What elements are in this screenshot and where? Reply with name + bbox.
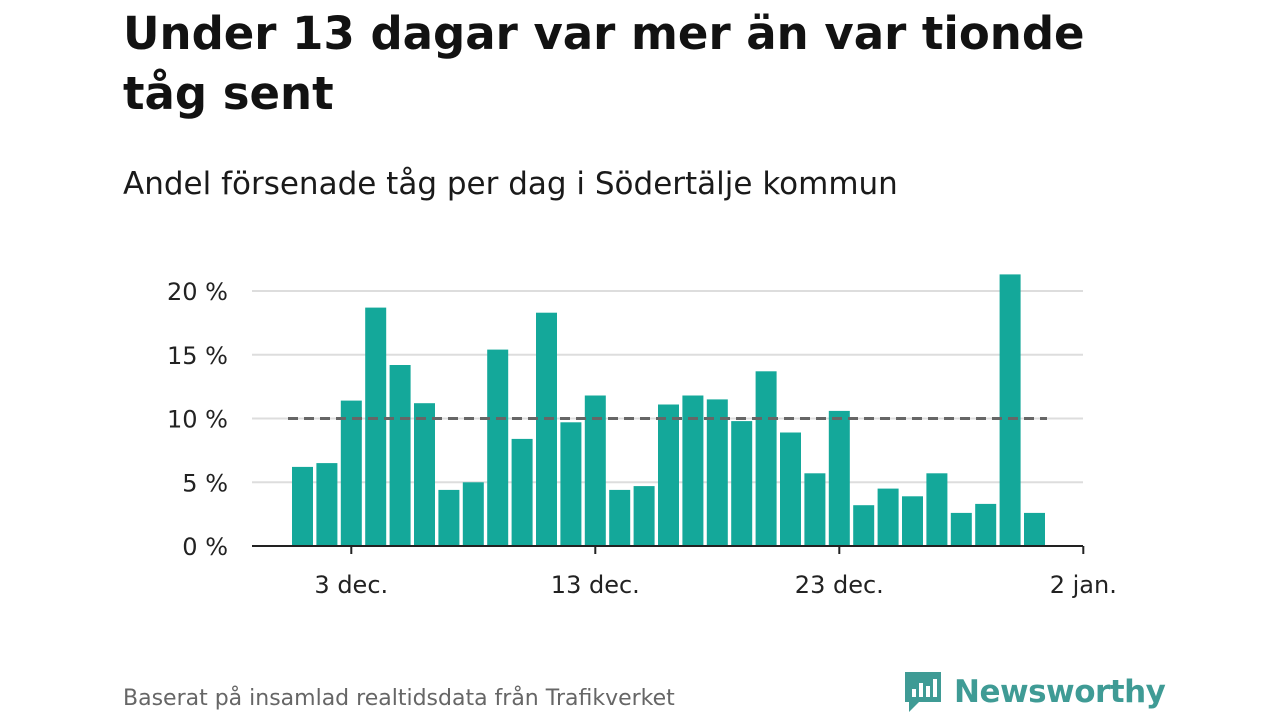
x-tick-label: 13 dec.: [551, 571, 640, 599]
bar: [780, 432, 801, 546]
chart-subtitle: Andel försenade tåg per dag i Södertälje…: [123, 166, 898, 202]
bar: [536, 312, 557, 546]
x-tick-label: 3 dec.: [314, 571, 388, 599]
bar: [609, 489, 631, 546]
bar: [731, 421, 753, 546]
y-tick-label: 20 %: [167, 278, 228, 306]
y-tick-label: 0 %: [182, 533, 228, 561]
chart-title: Under 13 dagar var mer än var tionde tåg…: [123, 7, 1085, 120]
bar: [902, 496, 923, 546]
y-tick-label: 15 %: [167, 342, 228, 370]
bar: [340, 400, 362, 546]
newsworthy-logo-icon: [905, 672, 941, 712]
x-tick-label: 2 jan.: [1050, 571, 1117, 599]
y-tick-label: 5 %: [182, 469, 228, 497]
bar: [950, 512, 972, 546]
bar: [633, 486, 655, 546]
bar: [511, 438, 533, 546]
brand-logo: Newsworthy: [902, 668, 1166, 716]
bar: [755, 371, 777, 546]
bar: [706, 399, 728, 546]
bar: [438, 489, 460, 546]
source-note: Baserat på insamlad realtidsdata från Tr…: [123, 686, 675, 711]
y-tick-label: 10 %: [167, 406, 228, 434]
bar: [414, 403, 435, 546]
bars: [292, 274, 1045, 547]
bar: [999, 274, 1021, 546]
bar: [487, 349, 509, 546]
bar: [462, 482, 484, 547]
bar: [316, 463, 338, 546]
bar: [975, 503, 997, 546]
bar: [560, 422, 582, 546]
bar: [926, 473, 948, 546]
bar: [853, 505, 875, 546]
bar: [389, 365, 411, 546]
bar: [1024, 512, 1045, 546]
bar: [877, 488, 899, 546]
bar: [365, 307, 387, 546]
bar: [804, 473, 826, 546]
brand-name: Newsworthy: [954, 674, 1166, 710]
bar: [682, 395, 704, 546]
bar: [828, 410, 850, 546]
bar-chart: 0 % 5 % 10 % 15 % 20 % 3 dec. 13 dec. 23 dec. 2 …: [167, 274, 1117, 599]
axes: 0 % 5 % 10 % 15 % 20 % 3 dec. 13 dec. 23 dec. 2 …: [167, 278, 1117, 599]
bar: [292, 466, 313, 546]
bar: [584, 395, 606, 546]
bar: [658, 404, 679, 546]
x-tick-label: 23 dec.: [795, 571, 884, 599]
